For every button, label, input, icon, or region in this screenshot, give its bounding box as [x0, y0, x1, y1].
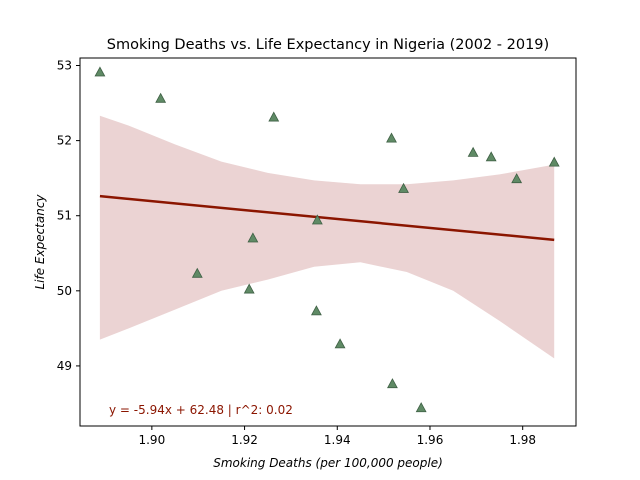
x-tick-label: 1.94 — [324, 433, 351, 447]
data-point — [398, 182, 409, 193]
data-point — [310, 305, 322, 316]
confidence-band — [99, 115, 555, 359]
data-points-layer — [94, 66, 560, 413]
chart-title: Smoking Deaths vs. Life Expectancy in Ni… — [107, 37, 549, 53]
data-point — [548, 156, 560, 167]
x-tick-label: 1.96 — [417, 433, 444, 447]
data-point — [243, 283, 255, 294]
regression-line-layer — [99, 194, 555, 242]
x-axis-ticks: 1.90 1.92 1.94 1.96 1.98 — [138, 426, 536, 447]
data-point — [191, 267, 203, 278]
data-point — [386, 132, 397, 143]
x-tick-label: 1.92 — [231, 433, 258, 447]
y-axis-ticks: 49 50 51 52 53 — [57, 59, 80, 373]
data-point — [415, 402, 427, 413]
data-point — [511, 173, 523, 184]
data-point — [268, 111, 280, 122]
x-tick-label: 1.98 — [509, 433, 536, 447]
x-tick-label: 1.90 — [138, 433, 165, 447]
regression-equation-annotation: y = -5.94x + 62.48 | r^2: 0.02 — [109, 403, 293, 417]
data-point — [387, 378, 398, 389]
plot-frame — [79, 57, 577, 427]
y-tick-label: 52 — [57, 134, 72, 148]
y-tick-label: 53 — [57, 59, 72, 73]
data-point — [485, 151, 497, 162]
y-tick-label: 49 — [57, 359, 72, 373]
data-point — [247, 232, 259, 243]
data-point — [94, 66, 106, 77]
y-axis-label: Life Expectancy — [33, 194, 47, 290]
data-point — [467, 146, 479, 157]
data-point — [334, 338, 346, 349]
regression-line — [99, 194, 555, 242]
confidence-band-layer — [99, 115, 555, 359]
x-axis-label: Smoking Deaths (per 100,000 people) — [213, 456, 443, 470]
y-tick-label: 50 — [57, 284, 72, 298]
y-tick-label: 51 — [57, 209, 72, 223]
data-point — [155, 92, 167, 103]
data-point — [311, 214, 323, 225]
